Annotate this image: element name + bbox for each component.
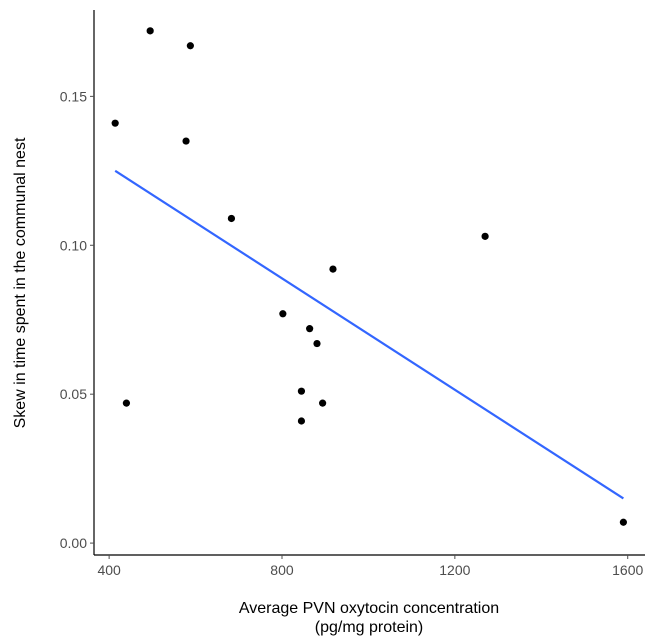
x-axis-title-line2: (pg/mg protein) (315, 619, 424, 636)
data-point (182, 137, 190, 145)
x-axis-title-line1: Average PVN oxytocin concentration (239, 600, 499, 617)
data-point (297, 417, 306, 425)
data-point (146, 27, 154, 35)
data-point (481, 232, 489, 240)
data-point (111, 119, 119, 127)
data-point (186, 42, 194, 50)
x-tick-label: 400 (97, 562, 121, 578)
data-point (319, 399, 327, 407)
data-point (297, 387, 306, 395)
data-point (122, 399, 131, 407)
y-axis-title: Skew in time spent in the communal nest (12, 137, 29, 428)
data-point (329, 265, 337, 273)
y-tick-label: 0.10 (60, 237, 87, 253)
y-tick-label: 0.05 (60, 386, 87, 402)
y-tick-label: 0.00 (60, 535, 87, 551)
x-tick-label: 800 (270, 562, 294, 578)
x-tick-label: 1600 (612, 562, 643, 578)
trend-line (114, 169, 624, 500)
data-point (313, 339, 321, 348)
plot-area: 0.00 0.05 0.10 0.15 400 800 1200 1600 (60, 10, 645, 578)
data-point (619, 518, 627, 526)
data-point (306, 325, 314, 333)
x-tick-label: 1200 (439, 562, 470, 578)
y-tick-label: 0.15 (60, 88, 87, 104)
y-axis-ticks: 0.00 0.05 0.10 0.15 (60, 88, 94, 551)
data-point (279, 310, 287, 318)
data-points (111, 27, 627, 526)
x-axis-ticks: 400 800 1200 1600 (97, 555, 643, 578)
data-point (227, 214, 236, 223)
